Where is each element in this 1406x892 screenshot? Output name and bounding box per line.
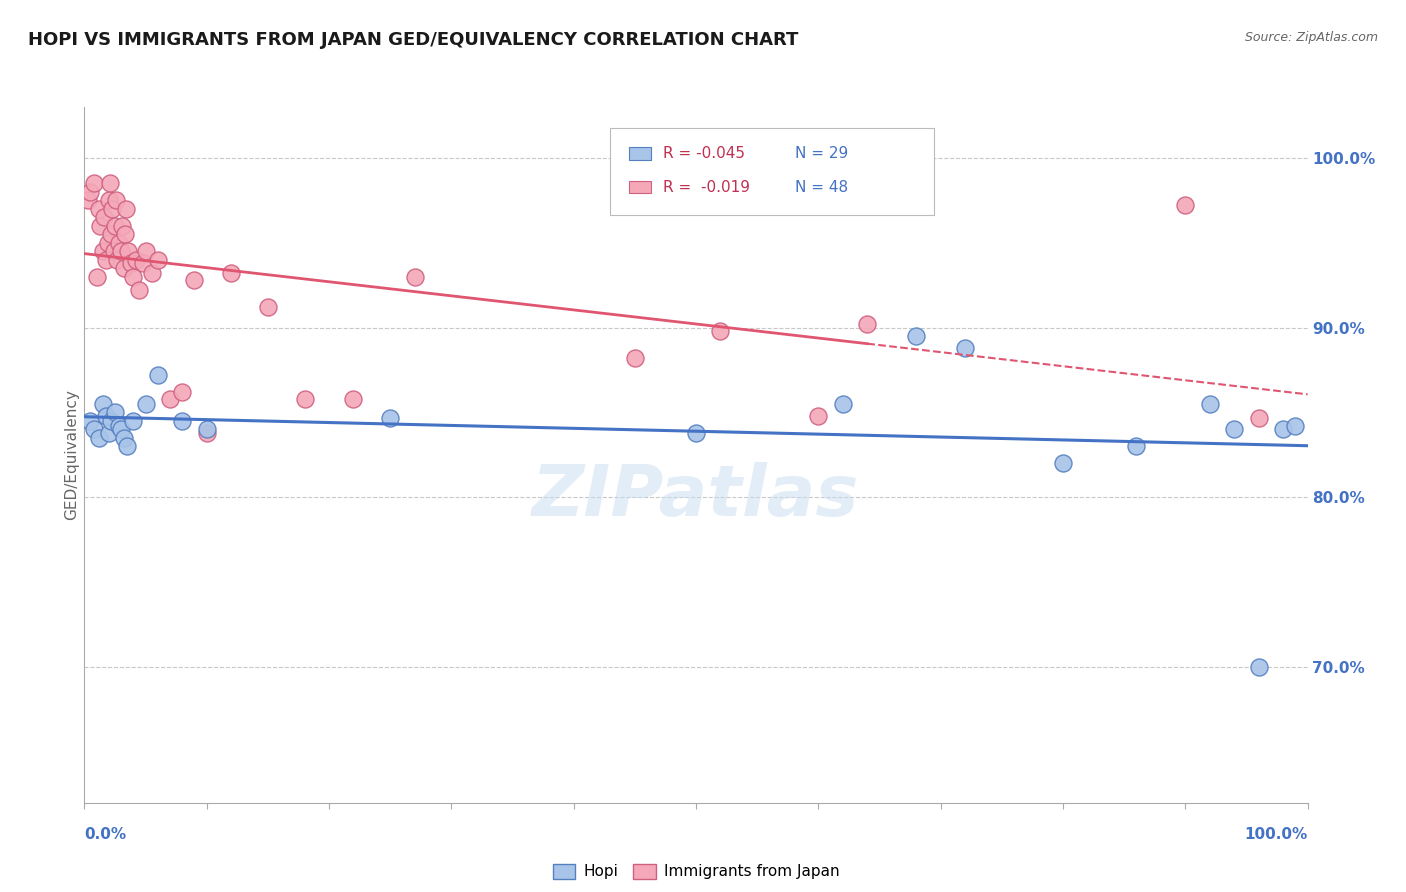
Text: N = 48: N = 48 <box>794 179 848 194</box>
Point <box>135 244 157 259</box>
Point <box>89 219 111 233</box>
Point <box>100 414 122 428</box>
Point <box>107 235 129 250</box>
Point <box>709 324 731 338</box>
Point <box>97 235 120 250</box>
Point <box>257 300 280 314</box>
Point <box>105 252 128 267</box>
Point <box>141 266 163 280</box>
Text: HOPI VS IMMIGRANTS FROM JAPAN GED/EQUIVALENCY CORRELATION CHART: HOPI VS IMMIGRANTS FROM JAPAN GED/EQUIVA… <box>28 31 799 49</box>
Point <box>117 244 139 259</box>
Point <box>342 392 364 406</box>
Point <box>294 392 316 406</box>
Point <box>122 414 145 428</box>
Text: N = 29: N = 29 <box>794 146 848 161</box>
Point <box>98 177 121 191</box>
Text: Source: ZipAtlas.com: Source: ZipAtlas.com <box>1244 31 1378 45</box>
Point <box>97 425 120 440</box>
Point <box>172 414 194 428</box>
Point <box>115 202 138 216</box>
Point <box>195 425 218 440</box>
Point <box>905 329 928 343</box>
Point <box>79 414 101 428</box>
Y-axis label: GED/Equivalency: GED/Equivalency <box>63 390 79 520</box>
Point <box>79 185 101 199</box>
Point <box>219 266 242 280</box>
FancyBboxPatch shape <box>610 128 935 215</box>
Point <box>104 405 127 419</box>
Point <box>1174 198 1197 212</box>
FancyBboxPatch shape <box>628 147 651 160</box>
Point <box>96 252 118 267</box>
Point <box>87 431 110 445</box>
Point <box>110 244 132 259</box>
Point <box>1247 660 1270 674</box>
Point <box>105 194 128 208</box>
Point <box>110 422 132 436</box>
FancyBboxPatch shape <box>628 181 651 194</box>
Point <box>115 439 138 453</box>
Point <box>107 419 129 434</box>
Point <box>685 425 707 440</box>
Point <box>1247 410 1270 425</box>
Point <box>101 202 124 216</box>
Point <box>112 431 135 445</box>
Point <box>112 261 135 276</box>
Point <box>1223 422 1246 436</box>
Point <box>624 351 647 366</box>
Point <box>103 244 125 259</box>
Point <box>128 283 150 297</box>
Point <box>1125 439 1147 453</box>
Point <box>807 409 830 423</box>
Point <box>93 211 115 225</box>
Point <box>1052 457 1074 471</box>
Text: 100.0%: 100.0% <box>1244 827 1308 841</box>
Text: ZIPatlas: ZIPatlas <box>533 462 859 531</box>
Point <box>856 318 879 332</box>
Point <box>104 219 127 233</box>
Point <box>146 252 169 267</box>
Point <box>1272 422 1295 436</box>
Point <box>146 368 169 383</box>
Point <box>83 177 105 191</box>
Point <box>87 202 110 216</box>
Point <box>122 269 145 284</box>
Text: R =  -0.019: R = -0.019 <box>664 179 749 194</box>
Point <box>97 194 120 208</box>
Text: R = -0.045: R = -0.045 <box>664 146 745 161</box>
Point <box>953 341 976 355</box>
Point <box>1198 397 1220 411</box>
Point <box>1284 419 1306 434</box>
Point <box>111 219 134 233</box>
Point <box>831 397 853 411</box>
Point <box>132 256 155 270</box>
Point <box>100 227 122 242</box>
Text: 0.0%: 0.0% <box>84 827 127 841</box>
Point <box>404 269 426 284</box>
Point <box>125 252 148 267</box>
Legend: Hopi, Immigrants from Japan: Hopi, Immigrants from Japan <box>547 857 845 886</box>
Point <box>91 244 114 259</box>
Point <box>195 422 218 436</box>
Point <box>96 409 118 423</box>
Point <box>380 410 402 425</box>
Point <box>86 269 108 284</box>
Point <box>91 397 114 411</box>
Point <box>120 256 142 270</box>
Point <box>135 397 157 411</box>
Point <box>183 273 205 287</box>
Point <box>83 422 105 436</box>
Point <box>114 227 136 242</box>
Point <box>172 385 194 400</box>
Point <box>77 194 100 208</box>
Point <box>159 392 181 406</box>
